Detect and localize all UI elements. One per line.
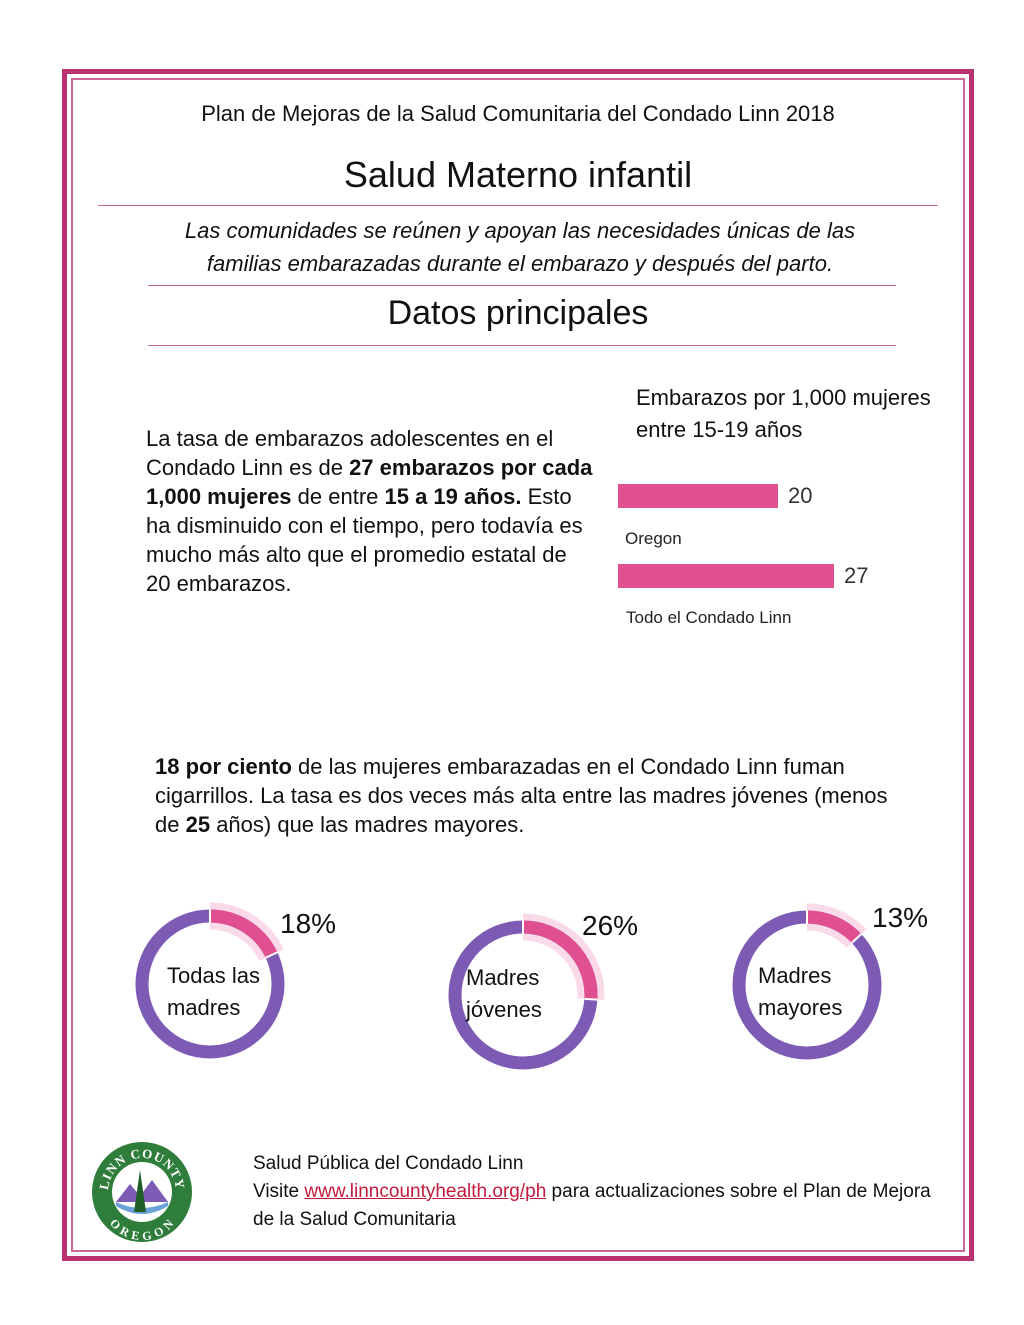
text-run-bold: 18 por ciento	[155, 754, 292, 779]
text-run: años) que las madres mayores.	[210, 812, 525, 837]
section-title: Datos principales	[387, 294, 649, 332]
donut-label-line-2: jóvenes	[466, 997, 542, 1022]
donut-center-label: Todas las madres	[167, 960, 267, 1024]
donut-chart	[128, 902, 292, 1066]
logo-seal-icon: LINN COUNTY OREGON	[92, 1142, 192, 1243]
text-run-bold: 15 a 19 años.	[384, 484, 522, 509]
page-border	[62, 69, 974, 1261]
donut-label-line-2: madres	[167, 995, 241, 1020]
donut-label-line-2: mayores	[758, 995, 843, 1020]
donut-label-line-1: Madres	[758, 963, 832, 988]
donut-separator	[584, 997, 598, 1001]
donut-chart	[725, 903, 889, 1067]
footer: Salud Pública del Condado Linn Visite ww…	[253, 1150, 953, 1234]
bar-value-label: 27	[844, 563, 869, 588]
tagline-line-2: familias embarazadas durante el embarazo…	[206, 251, 834, 276]
divider	[148, 345, 896, 346]
divider	[148, 285, 896, 286]
smoking-paragraph: 18 por ciento de las mujeres embarazadas…	[155, 752, 895, 839]
linn-county-logo: LINN COUNTY OREGON	[90, 1140, 194, 1244]
bar-category-label: Todo el Condado Linn	[626, 608, 792, 627]
website-link[interactable]: www.linncountyhealth.org/ph	[304, 1181, 547, 1202]
page-title: Salud Materno infantil	[343, 154, 693, 195]
bar-1	[618, 484, 778, 508]
plan-subtitle: Plan de Mejoras de la Salud Comunitaria …	[201, 101, 835, 126]
donut-label-line-1: Madres	[466, 965, 540, 990]
tagline-line-1: Las comunidades se reúnen y apoyan las n…	[184, 218, 856, 243]
donut-center-label: Madres mayores	[758, 960, 864, 1024]
donut-center-label: Madres jóvenes	[466, 962, 566, 1026]
tagline: Las comunidades se reúnen y apoyan las n…	[150, 214, 890, 280]
teen-pregnancy-paragraph: La tasa de embarazos adolescentes en el …	[146, 424, 594, 598]
donut-label-line-1: Todas las	[167, 963, 260, 988]
footer-org: Salud Pública del Condado Linn	[253, 1153, 524, 1174]
bar-value-label: 20	[788, 483, 813, 508]
donut-percent-label: 18%	[280, 908, 337, 939]
bar-2	[618, 564, 834, 588]
text-run: Visite	[253, 1181, 305, 1202]
bar-category-label: Oregon	[625, 529, 682, 548]
donut-percent-label: 26%	[582, 910, 639, 941]
divider	[98, 205, 938, 206]
page-inner-border	[71, 78, 965, 1252]
donut-separator	[851, 933, 862, 944]
chart-title: Embarazos por 1,000 mujeres entre 15-19 …	[636, 385, 931, 442]
text-run-bold: 27 embarazos por cada 1,000 mujeres	[146, 455, 593, 509]
text-run: para actualizaciones sobre el Plan de Me…	[253, 1181, 931, 1230]
footer-visit-line: Visite www.linncountyhealth.org/ph para …	[253, 1178, 953, 1234]
text-run-bold: 25	[185, 812, 211, 837]
donut-percent-label: 13%	[872, 902, 929, 933]
text-run: de las mujeres embarazadas en el Condado…	[155, 754, 888, 837]
donut-separator	[265, 951, 278, 959]
text-run: Esto ha disminuido con el tiempo, pero t…	[146, 484, 583, 596]
text-run: La tasa de embarazos adolescentes en el …	[146, 426, 554, 480]
donut-chart	[441, 913, 605, 1077]
text-run: de entre	[291, 484, 385, 509]
